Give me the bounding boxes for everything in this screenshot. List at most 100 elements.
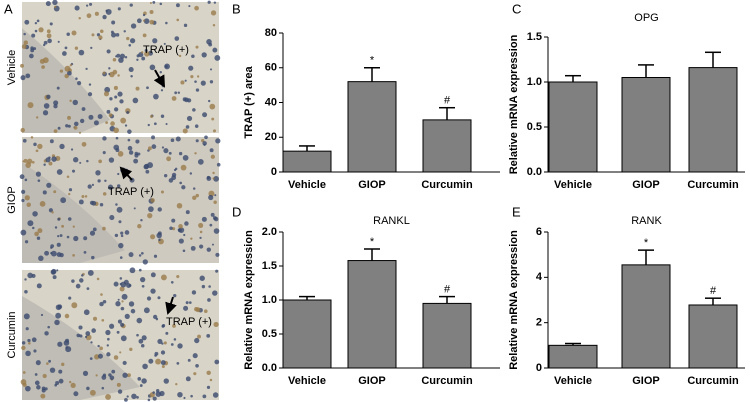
micrograph-cell	[210, 154, 215, 159]
annotation: TRAP (+)	[166, 316, 212, 328]
micrograph-cell	[62, 51, 67, 56]
micrograph-cell	[95, 170, 101, 176]
micrograph-cell	[56, 252, 62, 258]
micrograph-cell	[138, 268, 142, 272]
micrograph-cell	[199, 236, 202, 240]
micrograph-cell	[49, 367, 56, 373]
micrograph-cell	[83, 236, 88, 241]
micrograph-cell	[98, 159, 102, 164]
micrograph-cell	[176, 3, 180, 8]
micrograph-cell	[194, 337, 200, 344]
micrograph-cell	[113, 107, 119, 112]
micrograph-cell	[202, 141, 207, 146]
micrograph-cell	[78, 49, 85, 56]
micrograph-cell	[52, 0, 58, 6]
micrograph-cell	[198, 222, 204, 228]
micrograph-cell	[188, 65, 194, 71]
micrograph-cell	[185, 210, 190, 215]
micrograph-cell	[36, 19, 40, 23]
micrograph-cell	[71, 30, 77, 36]
bar	[621, 77, 671, 173]
micrograph-cell	[115, 203, 118, 206]
micrograph-cell	[86, 287, 90, 291]
panel-letter: B	[232, 1, 241, 16]
micrograph-cell	[102, 14, 107, 20]
micrograph-cell	[95, 374, 98, 377]
micrograph-cell	[105, 394, 111, 400]
micrograph-cell	[67, 70, 72, 76]
micrograph-cell	[91, 255, 95, 260]
micrograph-cell	[209, 68, 213, 71]
micrograph-cell	[92, 227, 97, 232]
micrograph-cell	[144, 163, 150, 169]
micrograph-cell	[148, 358, 154, 364]
micrograph-cell	[39, 201, 46, 207]
micrograph-cell	[106, 344, 109, 347]
micrograph-cell	[59, 143, 65, 150]
significance-marker: *	[644, 237, 649, 249]
micrograph-cell	[90, 46, 93, 50]
micrograph-cell	[49, 22, 53, 26]
micrograph-cell	[109, 97, 113, 101]
micrograph-cell	[75, 77, 78, 80]
micrograph-cell	[64, 313, 70, 319]
micrograph-cell	[24, 240, 29, 244]
micrograph-cell	[124, 230, 130, 235]
micrograph-cell	[182, 128, 188, 134]
y-tick-label: 20	[265, 131, 277, 143]
micrograph-cell	[192, 108, 196, 112]
micrograph-cell	[111, 32, 117, 38]
micrograph-cell	[152, 0, 156, 4]
micrograph-cell	[206, 39, 212, 45]
micrograph-cell	[152, 38, 158, 44]
micrograph-cell	[109, 323, 115, 329]
micrograph-cell	[178, 151, 183, 156]
micrograph-cell	[161, 342, 164, 345]
x-tick-label: GIOP	[632, 375, 660, 387]
y-tick-label: 0.5	[262, 328, 277, 340]
micrograph-cell	[128, 284, 132, 287]
micrograph-cell	[143, 18, 150, 24]
micrograph-cell	[34, 21, 38, 25]
micrograph-cell	[107, 337, 110, 341]
micrograph-cell	[116, 53, 121, 58]
micrograph-cell	[115, 301, 121, 307]
micrograph-cell	[177, 91, 181, 94]
micrograph-cell	[133, 207, 136, 210]
micrograph-cell	[116, 206, 123, 213]
micrograph-cell	[178, 224, 183, 229]
micrograph-cell	[97, 344, 100, 348]
micrograph-cell	[54, 226, 58, 229]
micrograph-cell	[57, 304, 63, 309]
micrograph-cell	[73, 391, 79, 397]
micrograph-cell	[42, 43, 46, 47]
micrograph-cell	[71, 302, 78, 309]
micrograph-cell	[86, 159, 89, 163]
micrograph-cell	[208, 285, 211, 288]
micrograph-cell	[56, 169, 63, 175]
micrograph-cell	[136, 333, 139, 337]
micrograph-cell	[149, 19, 155, 25]
micrograph-cell	[119, 286, 125, 292]
micrograph-cell	[119, 256, 123, 259]
micrograph-cell	[21, 341, 26, 345]
micrograph-cell	[99, 346, 103, 351]
micrograph-cell	[46, 182, 52, 188]
micrograph-cell	[57, 40, 60, 43]
micrograph-cell	[50, 246, 53, 249]
micrograph-cell	[170, 343, 174, 346]
micrograph-cell	[25, 350, 31, 357]
micrograph-cell	[136, 317, 143, 324]
micrograph-cell	[85, 67, 88, 71]
micrograph-cell	[107, 184, 114, 190]
micrograph-cell	[19, 174, 25, 180]
micrograph-cell	[106, 352, 111, 357]
micrograph-cell	[127, 129, 132, 134]
bar	[548, 81, 598, 173]
micrograph-cell	[128, 252, 134, 258]
micrograph-cell	[176, 202, 183, 209]
micrograph-cell	[199, 244, 204, 249]
micrograph-cell	[48, 161, 53, 166]
micrograph-cell	[176, 362, 180, 365]
micrograph-cell	[191, 54, 195, 59]
